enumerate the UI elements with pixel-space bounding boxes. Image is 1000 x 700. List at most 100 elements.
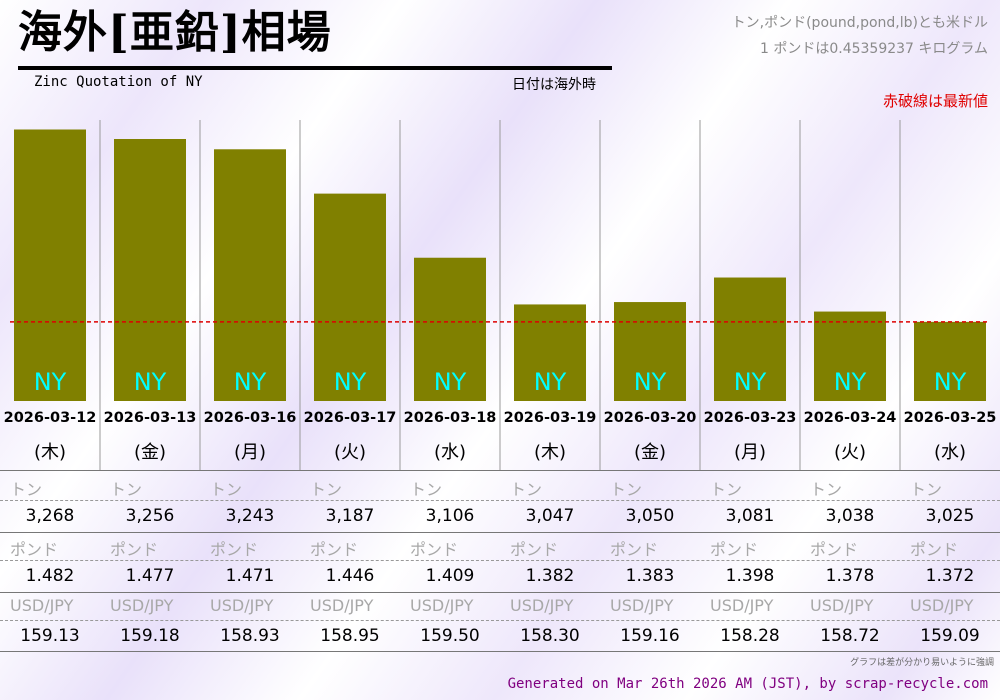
ton-row-label: トン — [210, 480, 243, 499]
usdjpy-rate: 159.16 — [620, 626, 680, 646]
date-tick-label: 2026-03-13 — [103, 410, 197, 426]
date-tick-label: 2026-03-23 — [703, 410, 797, 426]
ton-row-label: トン — [510, 480, 543, 499]
pound-row-label: ポンド — [310, 540, 359, 559]
bar — [914, 321, 986, 401]
ton-row-label: トン — [110, 480, 143, 499]
pound-price: 1.383 — [625, 566, 675, 586]
ton-price: 3,050 — [625, 506, 675, 526]
row-divider — [0, 560, 1000, 561]
bar-series-label: NY — [34, 368, 67, 396]
row-divider — [0, 500, 1000, 501]
usdjpy-row-label: USD/JPY — [710, 596, 774, 615]
pound-row-label: ポンド — [510, 540, 559, 559]
bar-series-label: NY — [434, 368, 467, 396]
pound-price: 1.409 — [425, 566, 475, 586]
weekday-label: (金) — [133, 442, 167, 463]
usdjpy-rate: 158.30 — [520, 626, 580, 646]
row-rule — [0, 532, 1000, 533]
weekday-label: (金) — [633, 442, 667, 463]
unit-note-currency: トン,ポンド(pound,pond,lb)とも米ドル — [731, 15, 988, 31]
date-tick-label: 2026-03-17 — [303, 410, 397, 426]
bar — [814, 311, 886, 401]
usdjpy-row-label: USD/JPY — [310, 596, 374, 615]
row-divider — [0, 620, 1000, 621]
weekday-label: (水) — [433, 442, 467, 463]
bar-series-label: NY — [634, 368, 667, 396]
usdjpy-rate: 158.95 — [320, 626, 380, 646]
pound-row-label: ポンド — [710, 540, 759, 559]
latest-line-note: 赤破線は最新値 — [882, 92, 988, 110]
usdjpy-row-label: USD/JPY — [210, 596, 274, 615]
pound-price: 1.378 — [825, 566, 875, 586]
ton-price: 3,025 — [925, 506, 975, 526]
date-tick-label: 2026-03-16 — [203, 410, 297, 426]
pound-price: 1.398 — [725, 566, 775, 586]
usdjpy-row-label: USD/JPY — [110, 596, 174, 615]
pound-row-label: ポンド — [110, 540, 159, 559]
bar-series-label: NY — [234, 368, 267, 396]
column-dividers — [99, 120, 901, 470]
date-tick-label: 2026-03-18 — [403, 410, 497, 426]
generated-footer: Generated on Mar 26th 2026 AM (JST), by … — [507, 676, 988, 692]
ton-price: 3,243 — [225, 506, 275, 526]
bar-series-label: NY — [534, 368, 567, 396]
ton-row-label: トン — [610, 480, 643, 499]
bar — [214, 149, 286, 401]
date-tick-label: 2026-03-20 — [603, 410, 697, 426]
table-bottom-rule — [0, 651, 1000, 652]
weekday-label: (木) — [33, 442, 67, 463]
unit-note-pound: 1 ポンドは0.45359237 キログラム — [759, 41, 988, 57]
usdjpy-row-label: USD/JPY — [510, 596, 574, 615]
usdjpy-row-label: USD/JPY — [810, 596, 874, 615]
date-note: 日付は海外時 — [512, 77, 596, 93]
ton-price: 3,268 — [25, 506, 75, 526]
ton-price: 3,081 — [725, 506, 775, 526]
pound-price: 1.482 — [25, 566, 75, 586]
date-tick-label: 2026-03-12 — [3, 410, 97, 426]
ton-row-label: トン — [10, 480, 43, 499]
bar-series-label: NY — [134, 368, 167, 396]
bar — [514, 304, 586, 401]
weekday-label: (木) — [533, 442, 567, 463]
usdjpy-row-label: USD/JPY — [10, 596, 74, 615]
bar-series-label: NY — [834, 368, 867, 396]
pound-row-label: ポンド — [910, 540, 959, 559]
usdjpy-rate: 158.28 — [720, 626, 780, 646]
weekday-label: (火) — [833, 442, 867, 463]
usdjpy-rate: 159.09 — [920, 626, 980, 646]
bar-series-label: NY — [734, 368, 767, 396]
usdjpy-rate: 158.72 — [820, 626, 880, 646]
weekday-label: (月) — [233, 442, 267, 463]
date-tick-label: 2026-03-25 — [903, 410, 997, 426]
usdjpy-rate: 159.13 — [20, 626, 80, 646]
ton-price: 3,187 — [325, 506, 375, 526]
pound-price: 1.382 — [525, 566, 575, 586]
usdjpy-rate: 158.93 — [220, 626, 280, 646]
bar-series-label: NY — [934, 368, 967, 396]
bar-labels: NY NY NY NY NY NY NY NY NY NY — [34, 368, 967, 396]
pound-row-label: ポンド — [10, 540, 59, 559]
row-rule — [0, 592, 1000, 593]
page-title: 海外[亜鉛]相場 — [18, 7, 332, 58]
weekday-label: (水) — [933, 442, 967, 463]
title-underline — [18, 66, 612, 70]
weekday-label: (月) — [733, 442, 767, 463]
pound-price: 1.446 — [325, 566, 375, 586]
ton-price: 3,038 — [825, 506, 875, 526]
usdjpy-rate: 159.18 — [120, 626, 180, 646]
chart-subtitle: Zinc Quotation of NY — [34, 74, 203, 90]
pound-row-label: ポンド — [410, 540, 459, 559]
date-tick-label: 2026-03-24 — [803, 410, 897, 426]
bar-series-label: NY — [334, 368, 367, 396]
ton-row-label: トン — [710, 480, 743, 499]
ton-price: 3,106 — [425, 506, 475, 526]
weekday-label: (火) — [333, 442, 367, 463]
usdjpy-row-label: USD/JPY — [910, 596, 974, 615]
ton-row-label: トン — [810, 480, 843, 499]
table-top-rule — [0, 470, 1000, 471]
bar — [314, 193, 386, 401]
bar — [14, 129, 86, 401]
usdjpy-rate: 159.50 — [420, 626, 480, 646]
